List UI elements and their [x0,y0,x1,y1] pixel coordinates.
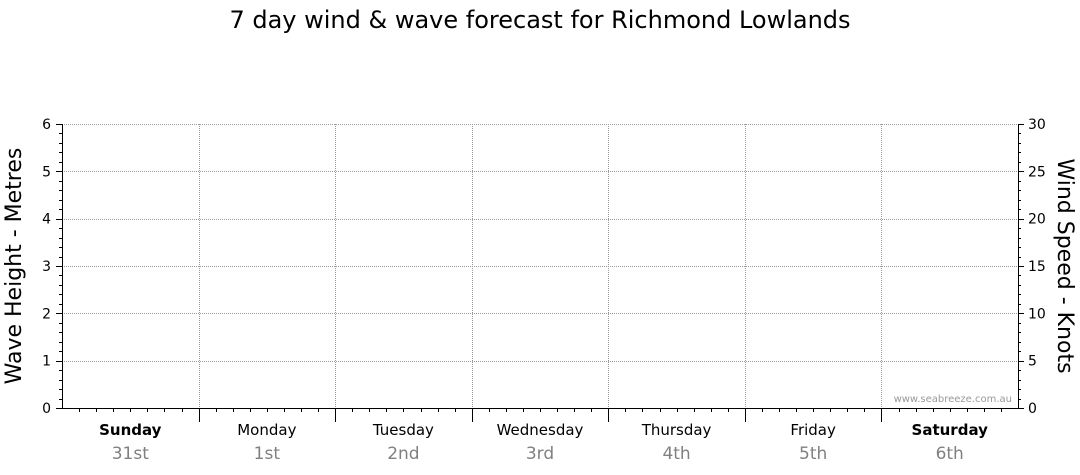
day-name-label: Friday [790,421,836,439]
grid-lines [62,124,1018,408]
day-name-label: Thursday [641,421,712,439]
y-tick-label: 2 [42,306,51,322]
watermark-text: www.seabreeze.com.au [894,394,1012,405]
day-name-label: Sunday [99,421,162,439]
day-name-label: Saturday [912,421,989,439]
y2-tick-label: 20 [1028,212,1046,228]
y-tick-label: 1 [42,354,51,370]
y2-tick-label: 25 [1028,164,1046,180]
day-date-label: 1st [254,444,281,464]
y-tick-label: 6 [42,117,51,133]
y-tick-label: 4 [42,212,51,228]
day-date-label: 4th [662,444,690,464]
day-name-label: Wednesday [497,421,584,439]
day-name-label: Tuesday [372,421,434,439]
y2-tick-label: 5 [1028,354,1037,370]
day-date-label: 6th [936,444,964,464]
axis-labels: 0 1 2 3 4 5 6 0 5 10 15 20 25 30 Sunday 31st Monday 1st Tu… [42,117,1046,464]
day-date-label: 2nd [387,444,419,464]
y2-tick-label: 10 [1028,306,1046,322]
day-date-label: 5th [799,444,827,464]
axes [56,124,1024,422]
day-date-label: 3rd [526,444,554,464]
y2-axis-label: Wind Speed - Knots [1052,158,1077,373]
y-axis-label: Wave Height - Metres [2,148,27,385]
y-tick-label: 5 [42,164,51,180]
y-tick-label: 3 [42,259,51,275]
y-tick-label: 0 [42,401,51,417]
y2-tick-label: 30 [1028,117,1046,133]
day-date-label: 31st [112,444,149,464]
chart-title: 7 day wind & wave forecast for Richmond … [229,6,851,34]
y2-tick-label: 15 [1028,259,1046,275]
day-name-label: Monday [237,421,296,439]
y2-tick-label: 0 [1028,401,1037,417]
